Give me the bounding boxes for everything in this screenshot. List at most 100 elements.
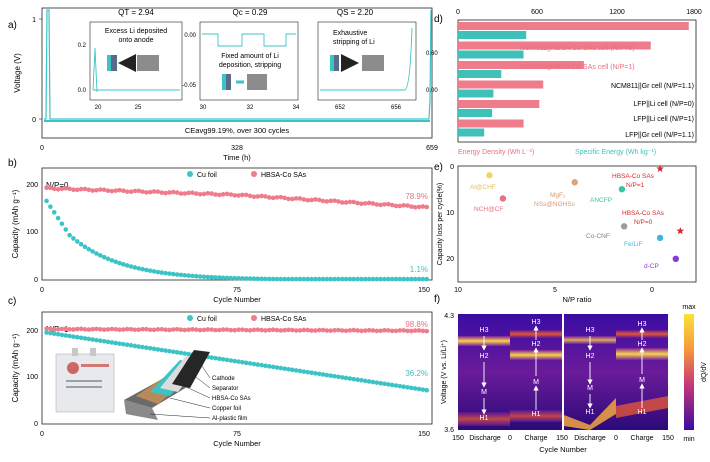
c-hbsa-point	[159, 326, 165, 332]
b-cu-point	[355, 276, 360, 282]
a-inset-3-title: QS = 2.20	[337, 8, 374, 17]
c-hbsa-retention: 98.8%	[405, 320, 428, 329]
c-hbsa-point	[82, 327, 88, 332]
b-hbsa-point	[121, 188, 126, 193]
b-hbsa-point	[270, 195, 276, 201]
b-cu-point	[297, 276, 303, 282]
c-cu-point	[59, 332, 65, 338]
b-cu-point	[339, 276, 345, 282]
c-hbsa-point	[336, 327, 341, 333]
c-cu-point	[128, 343, 134, 348]
b-legend-hbsa-marker	[251, 171, 257, 177]
c-hbsa-point	[63, 326, 69, 332]
b-hbsa-point	[144, 190, 149, 195]
a-inset-1-text-1: Excess Li deposited	[105, 28, 167, 35]
e-label-ancfp: ANCFP	[590, 197, 612, 204]
c-cu-point	[424, 387, 430, 393]
c-cu-point	[113, 340, 118, 346]
f-xtick-2: 0	[508, 435, 512, 442]
c-hbsa-point	[209, 327, 214, 332]
c-hbsa-point	[59, 326, 65, 332]
b-cu-point	[389, 276, 395, 282]
b-hbsa-point	[351, 199, 357, 205]
d-bar-specific-energy	[458, 31, 527, 39]
c-hbsa-point	[378, 328, 383, 334]
c-cu-point	[251, 361, 257, 367]
c-hbsa-point	[313, 328, 318, 333]
e-label-hbsa-np1-ratio: N/P=1	[626, 182, 645, 189]
c-cu-point	[397, 383, 403, 389]
b-cu-point	[98, 253, 103, 258]
b-hbsa-point	[236, 193, 241, 198]
c-cu-point	[186, 351, 191, 357]
c-cu-point	[420, 387, 426, 392]
a-inset-3-ytick-2: 0.00	[426, 88, 438, 94]
d-bar-energy-density	[458, 80, 544, 89]
b-hbsa-point	[305, 197, 310, 203]
b-hbsa-point	[401, 203, 406, 208]
b-cu-point	[274, 276, 280, 282]
b-xlabel: Cycle Number	[213, 295, 261, 304]
b-hbsa-point	[328, 198, 334, 204]
b-cu-point	[190, 273, 195, 279]
panel-d: d) 0 600 1200 1800 NCM811||HBSA-Co SAs c…	[434, 9, 702, 156]
b-hbsa-point	[159, 190, 165, 195]
b-hbsa-point	[155, 189, 161, 194]
b-cu-point	[59, 221, 65, 227]
b-cu-point	[278, 276, 284, 282]
c-hbsa-point	[155, 327, 161, 332]
a-inset-2: Qc = 0.29 Fixed amount of Li deposition,…	[182, 8, 300, 111]
c-hbsa-point	[412, 328, 418, 333]
b-cu-point	[101, 254, 107, 260]
panel-label-e: e)	[434, 162, 443, 173]
b-cu-point	[170, 271, 176, 277]
b-hbsa-point	[201, 191, 207, 197]
c-cu-point	[259, 362, 264, 368]
c-cu-point	[328, 373, 334, 378]
f-arrows	[481, 325, 645, 415]
c-hbsa-point	[343, 328, 349, 334]
f-section-charge-1: Charge	[525, 435, 548, 442]
c-hbsa-point	[305, 327, 310, 333]
e-ylabel: Capacity loss per cycle(%)	[437, 183, 444, 265]
b-hbsa-point	[282, 195, 287, 201]
b-hbsa-point	[290, 196, 295, 202]
c-cu-point	[266, 364, 272, 369]
c-hbsa-point	[78, 326, 84, 332]
e-scatter-points	[486, 164, 685, 262]
c-cu-point	[313, 371, 318, 376]
f-marker-h2-1: H2	[480, 353, 489, 360]
c-legend-cu-label: Cu foil	[197, 316, 217, 323]
b-hbsa-point	[313, 197, 318, 202]
b-cu-point	[136, 266, 142, 271]
c-cu-point	[98, 338, 103, 344]
b-hbsa-point	[182, 191, 188, 196]
c-cu-point	[67, 333, 72, 339]
b-hbsa-point	[232, 193, 238, 198]
c-hbsa-point	[136, 327, 142, 332]
c-hbsa-point	[393, 328, 399, 334]
f-xtick-4: 0	[614, 435, 618, 442]
c-cu-point	[232, 358, 238, 364]
b-cu-point	[48, 204, 53, 209]
b-cu-point	[255, 276, 261, 282]
b-hbsa-point	[382, 202, 387, 207]
b-cu-point	[109, 258, 115, 263]
c-cu-point	[290, 367, 295, 373]
c-hbsa-point	[128, 326, 134, 332]
b-cu-point	[263, 276, 268, 282]
d-bar-energy-density	[458, 61, 584, 69]
c-hbsa-point	[290, 327, 295, 333]
d-bar-specific-energy	[458, 128, 485, 137]
b-hbsa-point	[336, 199, 341, 204]
b-hbsa-point	[240, 192, 245, 198]
panel-label-b: b)	[8, 158, 17, 169]
b-xtick-0: 0	[40, 287, 44, 294]
b-cu-point	[124, 263, 130, 268]
panel-label-d: d)	[434, 14, 443, 25]
b-cu-point	[374, 276, 380, 282]
b-hbsa-point	[128, 189, 134, 194]
d-bar-energy-density	[458, 119, 524, 128]
c-cu-point	[82, 336, 88, 341]
c-cu-point	[217, 356, 222, 362]
